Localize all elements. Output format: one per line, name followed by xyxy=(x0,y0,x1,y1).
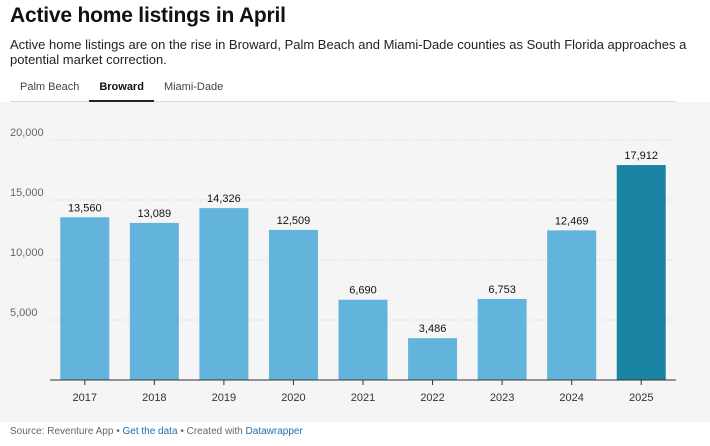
chart-title: Active home listings in April xyxy=(10,4,286,27)
x-tick-label: 2017 xyxy=(73,392,97,404)
bar xyxy=(408,338,458,380)
bar xyxy=(616,165,666,380)
data-label: 3,486 xyxy=(419,323,447,335)
data-label: 12,469 xyxy=(555,215,589,227)
chart-subtitle: Active home listings are on the rise in … xyxy=(10,37,687,67)
data-label: 13,560 xyxy=(68,202,102,214)
x-tick-label: 2023 xyxy=(490,392,514,404)
x-tick-label: 2019 xyxy=(212,392,236,404)
created-with-text: Created with xyxy=(186,426,243,437)
x-tick-label: 2021 xyxy=(351,392,375,404)
bar xyxy=(268,229,318,380)
data-label: 14,326 xyxy=(207,193,241,205)
bar xyxy=(129,222,179,380)
x-tick-label: 2018 xyxy=(142,392,166,404)
tab-broward[interactable]: Broward xyxy=(89,75,154,102)
x-tick-label: 2020 xyxy=(281,392,305,404)
y-tick-label: 5,000 xyxy=(10,307,38,319)
datawrapper-link[interactable]: Datawrapper xyxy=(245,426,303,437)
county-tabs: Palm Beach Broward Miami-Dade xyxy=(10,75,676,102)
data-label: 13,089 xyxy=(138,208,172,220)
data-label: 6,690 xyxy=(349,285,377,297)
footer-separator: • xyxy=(116,426,120,437)
x-tick-label: 2022 xyxy=(420,392,444,404)
y-tick-label: 15,000 xyxy=(10,187,44,199)
tab-palm-beach[interactable]: Palm Beach xyxy=(20,81,80,93)
get-data-link[interactable]: Get the data xyxy=(122,426,178,437)
data-label: 12,509 xyxy=(277,215,311,227)
y-tick-label: 20,000 xyxy=(10,127,44,139)
x-tick-label: 2025 xyxy=(629,392,653,404)
bar xyxy=(547,230,597,380)
source-text: Source: Reventure App xyxy=(10,426,114,437)
x-tick-label: 2024 xyxy=(559,392,583,404)
chart-footer: Source: Reventure App • Get the data • C… xyxy=(10,426,303,437)
data-label: 17,912 xyxy=(624,150,658,162)
footer-separator: • xyxy=(180,426,184,437)
data-label: 6,753 xyxy=(488,284,516,296)
tab-miami-dade[interactable]: Miami-Dade xyxy=(163,81,224,93)
bar xyxy=(477,298,527,380)
bar xyxy=(199,208,249,380)
bar xyxy=(60,217,110,380)
chart-area: 5,000 10,000 15,000 20,000 13,560 2017 13,089 2… xyxy=(0,102,710,422)
bar-chart: 5,000 10,000 15,000 20,000 13,560 2017 13,089 2… xyxy=(10,127,676,404)
bar xyxy=(338,299,388,380)
y-tick-label: 10,000 xyxy=(10,247,44,259)
